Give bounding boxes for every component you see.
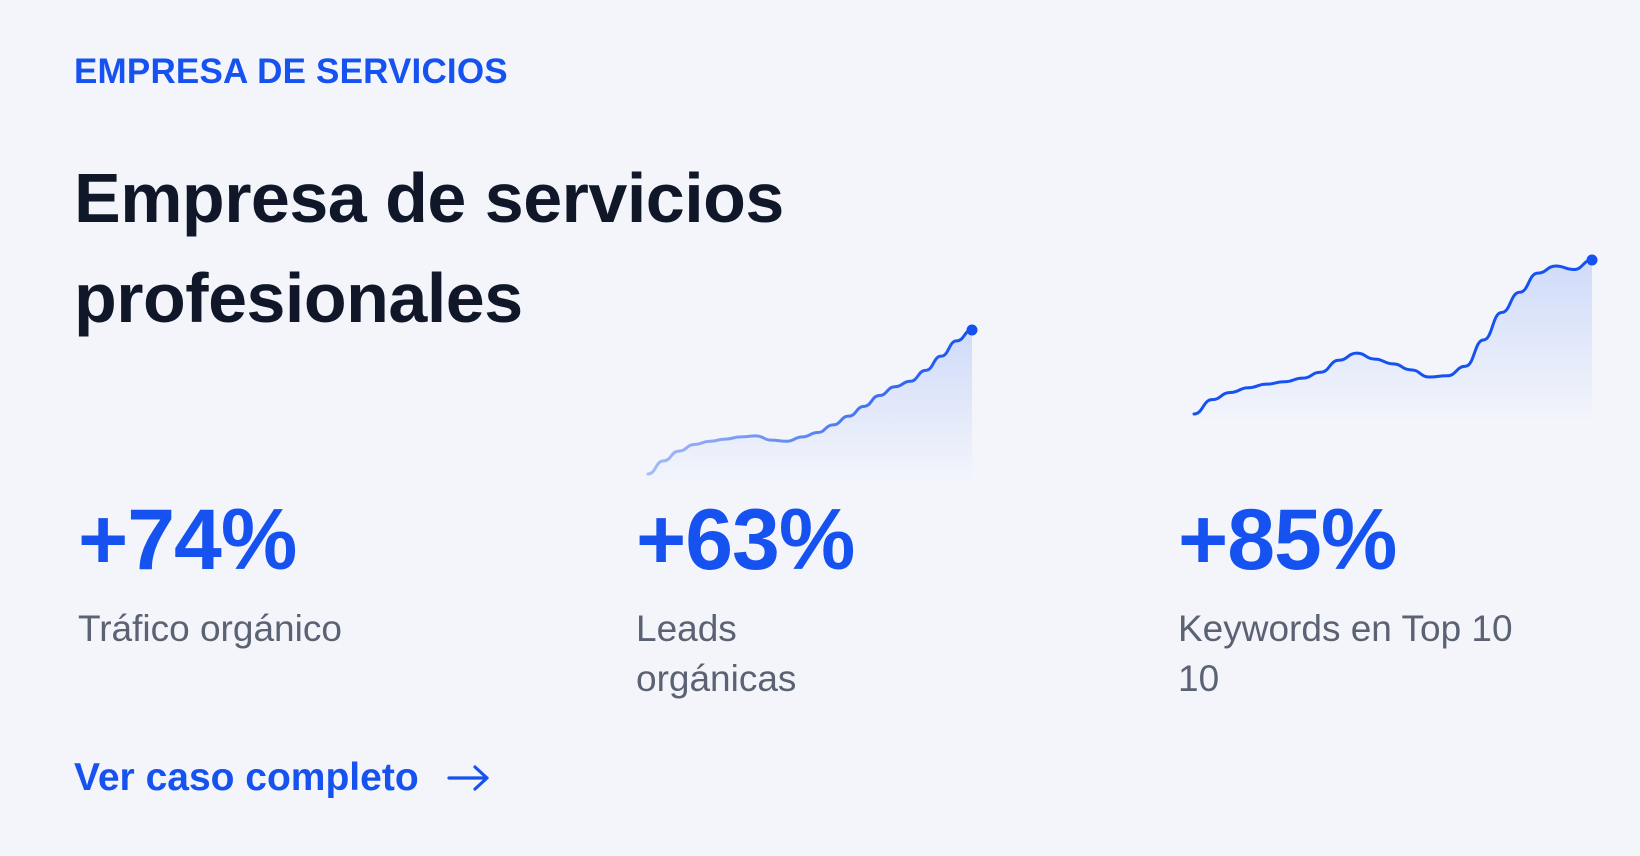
sparkline-area	[648, 330, 972, 482]
page-title: Empresa de servicios profesionales	[74, 159, 784, 337]
sparkline-line	[1192, 258, 1594, 416]
metric-value: +74%	[78, 492, 297, 588]
cta-label: Ver caso completo	[74, 756, 419, 799]
metric-top10-keywords: +85% Keywords en Top 10 10	[1178, 490, 1598, 704]
sparkline-endpoint	[966, 324, 978, 336]
metric-organic-leads: +63% Leads orgánicas	[636, 490, 1056, 704]
metric-label: Keywords en Top 10 10	[1178, 608, 1513, 699]
leads-sparkline-chart	[646, 324, 978, 482]
sparkline-line	[646, 328, 974, 476]
keywords-sparkline-chart	[1192, 254, 1598, 422]
metric-value: +85%	[1178, 492, 1397, 588]
eyebrow-label: EMPRESA DE SERVICIOS	[74, 52, 508, 91]
sparkline-endpoint	[1586, 254, 1598, 266]
view-full-case-link[interactable]: Ver caso completo	[74, 756, 491, 800]
sparkline-area	[1194, 260, 1592, 422]
metric-label: Tráfico orgánico	[78, 608, 342, 649]
metric-label: Leads orgánicas	[636, 608, 797, 699]
metric-value: +63%	[636, 492, 855, 588]
arrow-right-icon	[447, 765, 489, 791]
metric-organic-traffic: +74% Tráfico orgánico	[78, 490, 558, 654]
